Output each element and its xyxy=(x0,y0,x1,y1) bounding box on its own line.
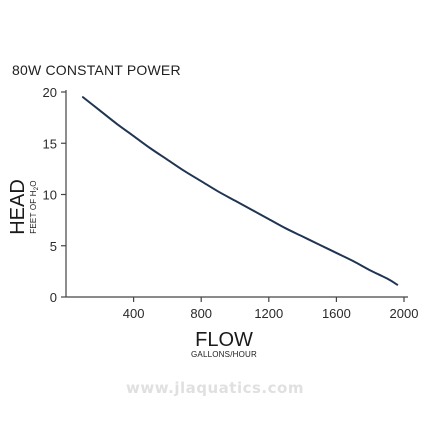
x-tick-label: 400 xyxy=(123,306,145,321)
y-tick-label: 10 xyxy=(43,188,57,203)
y-axis-sublabel: FEET OF H2O xyxy=(29,180,40,233)
chart-title: 80W CONSTANT POWER xyxy=(12,62,181,78)
y-tick-label: 15 xyxy=(43,136,57,151)
y-axis-title: HEAD FEET OF H2O xyxy=(7,179,40,235)
y-tick-label: 5 xyxy=(50,239,57,254)
y-axis-label: HEAD xyxy=(7,179,29,235)
y-tick-label: 20 xyxy=(43,85,57,100)
y-tick-label: 0 xyxy=(50,290,57,305)
x-tick-label: 2000 xyxy=(390,306,419,321)
x-tick-label: 1200 xyxy=(254,306,283,321)
x-tick-label: 1600 xyxy=(322,306,351,321)
x-axis-sublabel: GALLONS/HOUR xyxy=(191,350,257,359)
x-tick-label: 800 xyxy=(190,306,212,321)
watermark: www.jlaquatics.com xyxy=(126,379,304,397)
series-line xyxy=(81,96,399,286)
x-axis-label: FLOW xyxy=(195,329,253,351)
plot-area: 0 5 10 15 20 400 800 1200 1600 2000 xyxy=(43,85,419,321)
